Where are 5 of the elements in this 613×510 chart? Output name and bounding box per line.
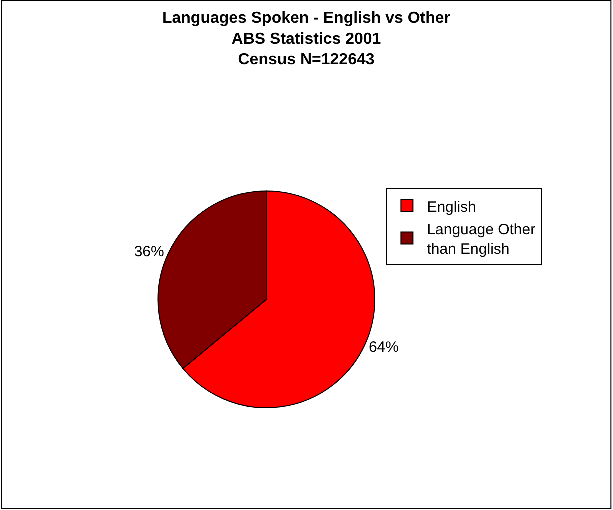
data-label: 36% — [134, 243, 164, 260]
chart-title: Languages Spoken - English vs Other ABS Statistics 2001 Census N=122643 — [162, 10, 451, 69]
legend-label: Language Other than English — [427, 221, 536, 258]
legend-label: English — [427, 198, 476, 216]
data-label: 64% — [368, 338, 399, 356]
